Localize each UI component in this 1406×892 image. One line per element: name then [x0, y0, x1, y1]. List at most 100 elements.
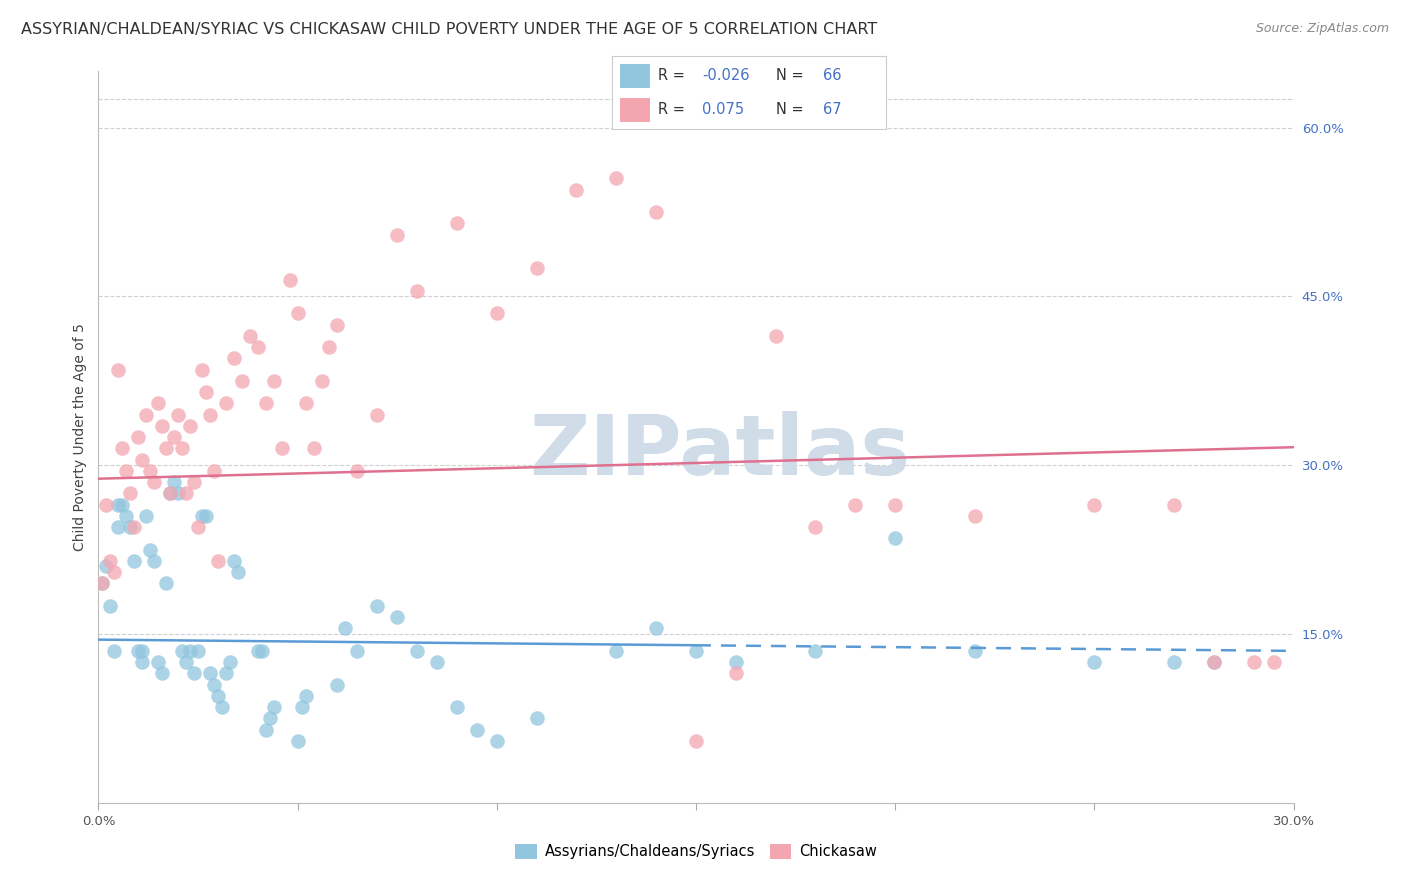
Point	[263, 700, 285, 714]
Y-axis label: Child Poverty Under the Age of 5: Child Poverty Under the Age of 5	[73, 323, 87, 551]
Point	[139, 464, 162, 478]
Point	[179, 644, 201, 658]
Point	[335, 621, 357, 635]
Point	[605, 171, 627, 186]
Point	[195, 385, 218, 400]
Point	[346, 644, 368, 658]
Point	[191, 362, 214, 376]
Point	[103, 565, 125, 579]
Point	[326, 318, 349, 332]
Point	[302, 442, 325, 456]
Point	[159, 486, 181, 500]
Point	[183, 475, 205, 489]
Point	[198, 408, 221, 422]
Point	[278, 272, 301, 286]
Text: 67: 67	[823, 103, 841, 118]
Point	[291, 700, 314, 714]
Point	[446, 700, 468, 714]
Point	[318, 340, 340, 354]
Point	[98, 599, 122, 613]
Point	[131, 452, 153, 467]
Point	[211, 700, 233, 714]
Point	[294, 396, 316, 410]
Point	[239, 328, 262, 343]
Point	[724, 655, 747, 669]
Point	[222, 351, 245, 366]
Point	[406, 644, 429, 658]
Point	[150, 666, 173, 681]
Point	[1163, 655, 1185, 669]
Point	[645, 205, 668, 219]
Point	[287, 734, 309, 748]
Point	[1083, 655, 1105, 669]
Point	[222, 554, 245, 568]
Point	[231, 374, 253, 388]
Point	[485, 306, 508, 320]
Point	[804, 520, 827, 534]
Point	[526, 711, 548, 725]
Point	[135, 408, 157, 422]
Point	[207, 689, 229, 703]
Point	[605, 644, 627, 658]
Point	[884, 498, 907, 512]
Point	[287, 306, 309, 320]
Point	[107, 520, 129, 534]
Point	[187, 644, 209, 658]
Point	[219, 655, 242, 669]
Point	[183, 666, 205, 681]
Point	[685, 734, 707, 748]
Point	[150, 418, 173, 433]
Point	[195, 508, 218, 523]
Point	[131, 655, 153, 669]
Text: R =: R =	[658, 68, 690, 83]
Point	[159, 486, 181, 500]
Bar	[620, 63, 650, 87]
Point	[163, 430, 186, 444]
Point	[215, 396, 238, 410]
Point	[91, 576, 114, 591]
Point	[135, 508, 157, 523]
Point	[202, 678, 225, 692]
Point	[207, 554, 229, 568]
Text: ASSYRIAN/CHALDEAN/SYRIAC VS CHICKASAW CHILD POVERTY UNDER THE AGE OF 5 CORRELATI: ASSYRIAN/CHALDEAN/SYRIAC VS CHICKASAW CH…	[21, 22, 877, 37]
Point	[1263, 655, 1285, 669]
Point	[111, 498, 134, 512]
Point	[246, 644, 269, 658]
Text: -0.026: -0.026	[702, 68, 749, 83]
Text: N =: N =	[776, 103, 808, 118]
Point	[1243, 655, 1265, 669]
Point	[426, 655, 449, 669]
Point	[202, 464, 225, 478]
Point	[127, 430, 149, 444]
Point	[485, 734, 508, 748]
Point	[167, 486, 190, 500]
Point	[385, 227, 409, 242]
Point	[263, 374, 285, 388]
Point	[250, 644, 273, 658]
Point	[963, 644, 986, 658]
Point	[163, 475, 186, 489]
Point	[526, 261, 548, 276]
Point	[143, 475, 166, 489]
Point	[131, 644, 153, 658]
Point	[311, 374, 333, 388]
Point	[107, 498, 129, 512]
Point	[115, 508, 138, 523]
Point	[148, 396, 170, 410]
Point	[294, 689, 316, 703]
Point	[346, 464, 368, 478]
Point	[226, 565, 249, 579]
Point	[565, 182, 588, 196]
Point	[148, 655, 170, 669]
Point	[406, 284, 429, 298]
Point	[98, 554, 122, 568]
Point	[844, 498, 866, 512]
Point	[246, 340, 269, 354]
Point	[1202, 655, 1225, 669]
Point	[645, 621, 668, 635]
Point	[155, 576, 177, 591]
Point	[1083, 498, 1105, 512]
Point	[115, 464, 138, 478]
Text: R =: R =	[658, 103, 695, 118]
Point	[270, 442, 292, 456]
